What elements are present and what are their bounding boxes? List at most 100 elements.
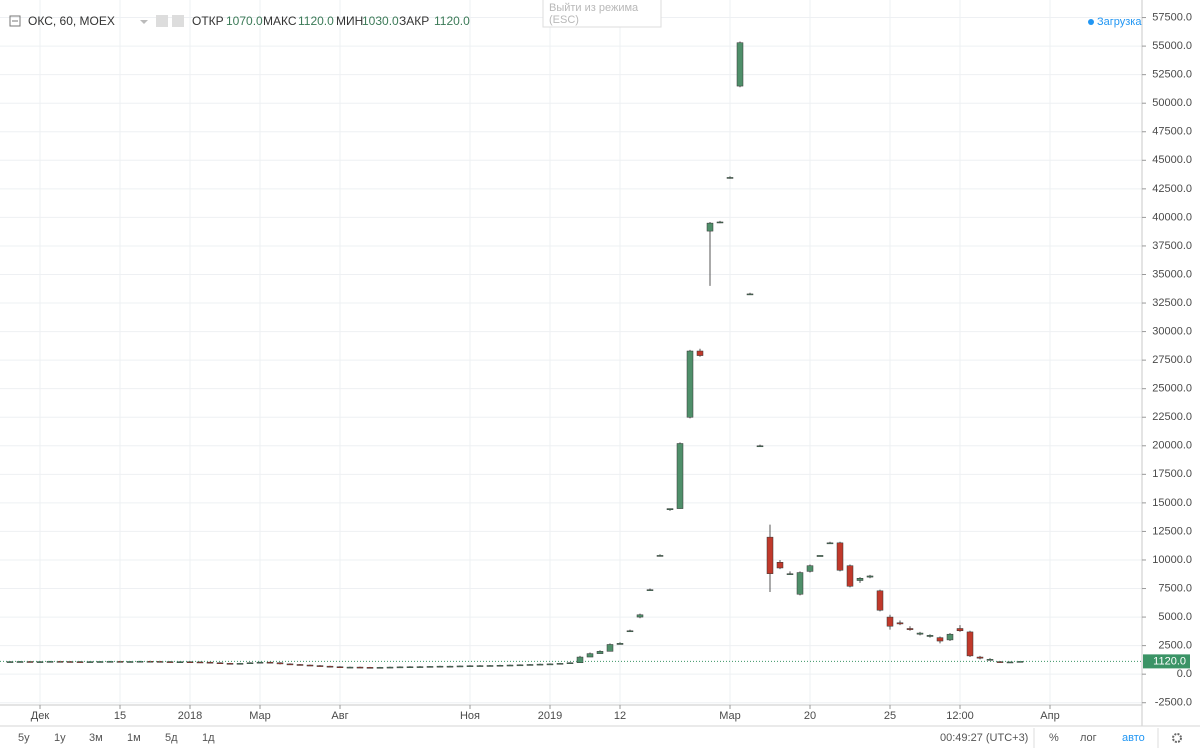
eye-icon[interactable] — [156, 15, 168, 27]
candle-body — [976, 656, 984, 659]
candle-body — [566, 662, 574, 664]
x-tick-label: 12:00 — [946, 710, 974, 722]
gear-icon[interactable] — [1172, 733, 1182, 743]
scale-button[interactable]: % — [1049, 732, 1059, 744]
candle-body — [986, 659, 994, 661]
candle-body — [736, 42, 744, 87]
y-tick-label: 37500.0 — [1152, 240, 1192, 252]
dropdown-icon[interactable] — [140, 20, 148, 24]
y-tick-label: 35000.0 — [1152, 268, 1192, 280]
candle-body — [386, 666, 394, 669]
candle-body — [16, 661, 24, 663]
ohlc-name: ЗАКР — [399, 14, 429, 28]
candle-body — [896, 622, 904, 625]
candle-body — [616, 643, 624, 645]
candle-body — [726, 177, 734, 179]
candle-body — [586, 653, 594, 658]
scale-button[interactable]: авто — [1122, 732, 1145, 744]
candle-body — [526, 664, 534, 666]
candle-body — [416, 666, 424, 668]
tooltip-text: (ESC) — [549, 14, 579, 26]
candle-body — [866, 575, 874, 578]
candle-body — [546, 663, 554, 666]
x-tick-label: Апр — [1040, 710, 1059, 722]
range-button[interactable]: 5д — [165, 732, 178, 744]
range-button[interactable]: 3м — [89, 732, 103, 744]
ohlc-value: 1070.0 — [226, 14, 263, 28]
y-tick-label: 5000.0 — [1158, 611, 1192, 623]
y-tick-label: 27500.0 — [1152, 354, 1192, 366]
y-tick-label: 30000.0 — [1152, 325, 1192, 337]
collapse-icon[interactable] — [9, 15, 21, 27]
y-tick-label: 50000.0 — [1152, 97, 1192, 109]
candle-body — [426, 666, 434, 668]
tooltip — [542, 0, 662, 28]
candle-body — [936, 637, 944, 642]
range-button[interactable]: 1у — [54, 732, 66, 744]
candle-body — [196, 661, 204, 664]
candle-body — [266, 661, 274, 664]
candle-body — [556, 663, 564, 665]
candle-body — [926, 635, 934, 637]
candle-body — [496, 665, 504, 667]
ohlc-name: МИН — [336, 14, 363, 28]
candle-body — [636, 614, 644, 618]
y-tick-label: 15000.0 — [1152, 497, 1192, 509]
x-tick-label: 2019 — [538, 710, 562, 722]
candle-body — [756, 445, 764, 448]
symbol[interactable]: ОКС, 60, MOEX — [28, 14, 115, 28]
clock: 00:49:27 (UTC+3) — [940, 732, 1028, 744]
status-dot — [1088, 19, 1094, 25]
settings-icon[interactable] — [172, 15, 184, 27]
candle-body — [696, 350, 704, 356]
candle-body — [406, 666, 414, 668]
y-tick-label: 7500.0 — [1158, 582, 1192, 594]
candle-body — [576, 656, 584, 663]
candle-body — [316, 665, 324, 667]
last-price-label: 1120.0 — [1153, 655, 1186, 667]
range-button[interactable]: 1д — [202, 732, 215, 744]
candle-body — [716, 221, 724, 224]
candle-body — [446, 665, 454, 668]
candle-body — [666, 508, 674, 510]
candle-body — [906, 628, 914, 630]
candle-body — [796, 572, 804, 595]
candle-body — [476, 665, 484, 667]
candle-body — [166, 661, 174, 663]
candle-body — [536, 663, 544, 666]
candle-body — [376, 667, 384, 669]
candle-body — [816, 555, 824, 557]
range-button[interactable]: 5у — [18, 732, 30, 744]
x-tick-label: Дек — [31, 710, 50, 722]
candle-body — [136, 661, 144, 663]
candle-body — [46, 661, 54, 663]
candle-body — [506, 664, 514, 667]
scale-button[interactable]: лог — [1080, 732, 1097, 744]
candle-body — [656, 555, 664, 557]
candle-body — [256, 661, 264, 664]
y-tick-label: 17500.0 — [1152, 468, 1192, 480]
range-button[interactable]: 1м — [127, 732, 141, 744]
x-tick-label: 12 — [614, 710, 626, 722]
x-tick-label: Ноя — [460, 710, 480, 722]
y-tick-label: 22500.0 — [1152, 411, 1192, 423]
plot — [0, 41, 1142, 669]
ohlc-value: 1030.0 — [362, 14, 399, 28]
ohlc-name: МАКС — [263, 14, 297, 28]
y-tick-label: 47500.0 — [1152, 126, 1192, 138]
last-price-box — [1143, 654, 1190, 669]
candle-body — [746, 293, 754, 296]
candle-body — [776, 562, 784, 569]
x-tick-label: 2018 — [178, 710, 202, 722]
x-tick-label: 15 — [114, 710, 126, 722]
candle-body — [606, 644, 614, 652]
candle-body — [766, 536, 774, 574]
candle-body — [456, 665, 464, 668]
candle-body — [106, 661, 114, 663]
candle-body — [326, 665, 334, 668]
candle-body — [246, 662, 254, 664]
candle-body — [596, 651, 604, 654]
tooltip-text: Выйти из режима — [549, 2, 639, 14]
candle-body — [946, 633, 954, 641]
candle-body — [486, 665, 494, 667]
